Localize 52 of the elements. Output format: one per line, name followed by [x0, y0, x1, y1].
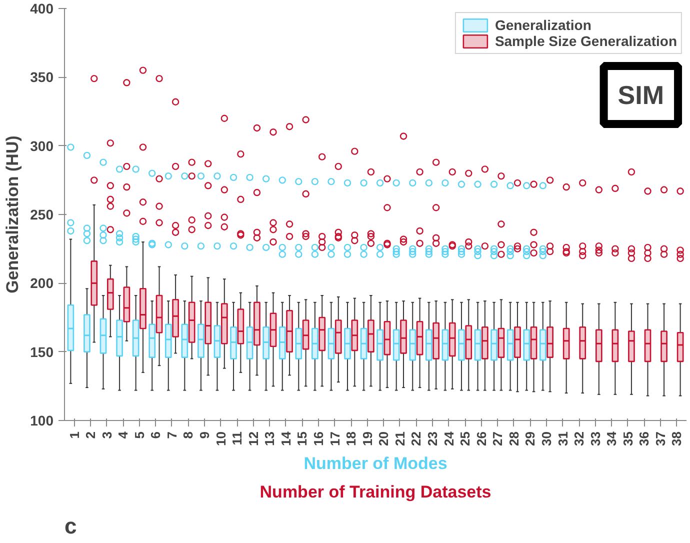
- y-axis-title: Generalization (HU): [3, 136, 22, 294]
- x-tick-label: 23: [424, 431, 440, 446]
- x-tick-label: 31: [555, 431, 570, 446]
- x-tick-label: 9: [197, 431, 212, 439]
- x-tick-label: 2: [83, 431, 98, 439]
- x-tick-label: 11: [230, 431, 245, 446]
- x-tick-label: 36: [636, 431, 652, 446]
- x-axis-title: Number of Modes: [304, 454, 448, 473]
- x-tick-label: 30: [538, 431, 554, 446]
- text: Number of Training Datasets: [260, 482, 492, 502]
- x-tick-label: 35: [620, 431, 636, 446]
- x-tick-label: 22: [408, 431, 424, 446]
- x-tick-label: 8: [180, 431, 196, 439]
- x-tick-label: 4: [116, 430, 131, 439]
- x-tick-label: 37: [652, 431, 668, 446]
- x-tick-label: 5: [132, 431, 147, 439]
- y-tick-label: 400: [30, 0, 54, 16]
- x-tick-label: 33: [588, 431, 603, 446]
- annotation: SIM: [618, 80, 664, 110]
- x-tick-label: 7: [164, 431, 180, 439]
- x-tick-label: 17: [327, 431, 342, 446]
- y-tick-label: 350: [30, 69, 54, 86]
- y-tick-label: 100: [30, 412, 54, 428]
- x-tick-label: 10: [213, 431, 228, 446]
- y-tick-label: 200: [30, 275, 54, 292]
- x-tick-label: 1: [66, 431, 82, 439]
- x-tick-label: 24: [441, 430, 456, 446]
- x-tick-label: 3: [99, 431, 114, 439]
- x-tick-label: 15: [294, 431, 310, 446]
- x-tick-label: 28: [506, 431, 522, 446]
- x-tick-label: 21: [392, 431, 408, 446]
- x-tick-label: 18: [344, 431, 359, 446]
- y-tick-label: 150: [30, 344, 54, 360]
- x-tick-label: 29: [522, 431, 538, 446]
- x-tick-label: 27: [490, 431, 506, 446]
- x-tick-label: 20: [376, 431, 392, 446]
- x-tick-label: 13: [262, 431, 278, 446]
- y-tick-label: 250: [30, 206, 54, 222]
- x-tick-label: 26: [474, 431, 489, 446]
- text: c: [64, 514, 77, 538]
- y-tick-label: 300: [30, 138, 54, 154]
- x-tick-label: 32: [572, 431, 587, 446]
- x-tick-label: 19: [360, 431, 375, 446]
- x-tick-label: 25: [458, 431, 473, 446]
- legend-label: Sample Size Generalization: [494, 33, 677, 49]
- x-tick-label: 16: [311, 431, 326, 446]
- legend-label: Generalization: [494, 17, 592, 33]
- x-tick-label: 34: [604, 430, 620, 446]
- x-tick-label: 14: [278, 430, 294, 446]
- x-tick-label: 6: [148, 431, 164, 439]
- x-tick-label: 12: [246, 431, 261, 446]
- x-tick-label: 38: [669, 431, 684, 446]
